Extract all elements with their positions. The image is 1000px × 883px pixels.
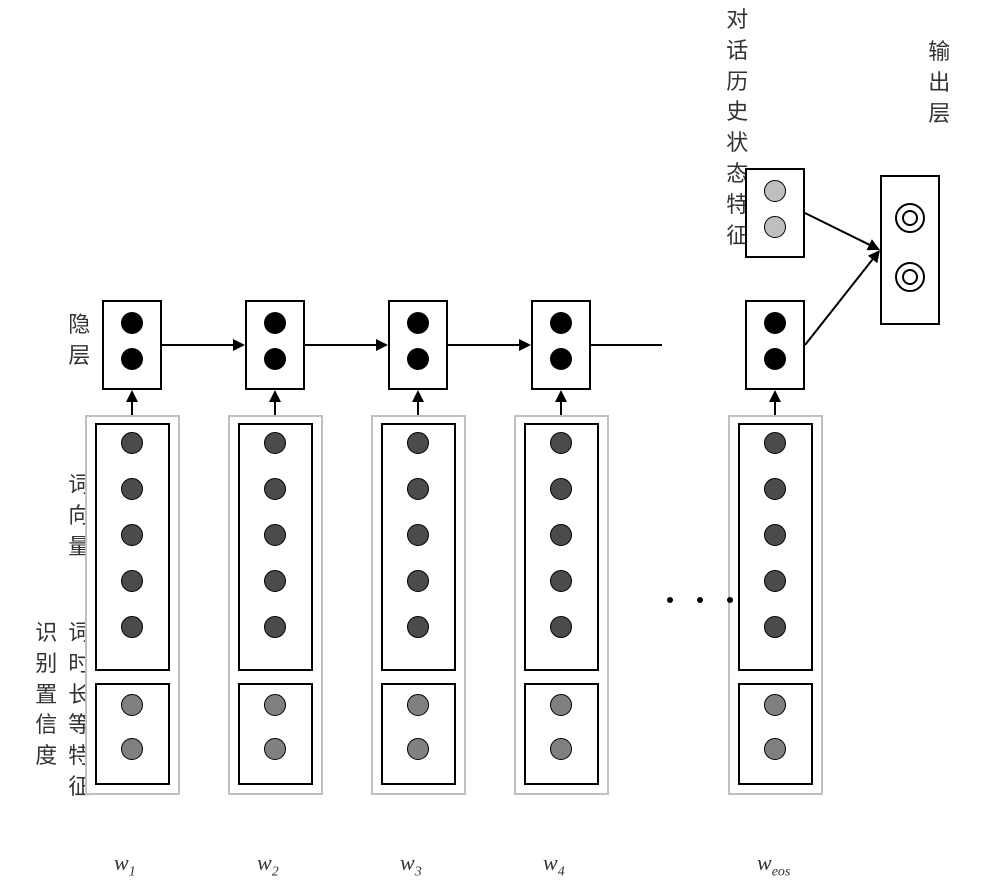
word-vector-node xyxy=(264,570,286,592)
label-output-layer: 输出层 xyxy=(925,37,954,129)
arrow-head xyxy=(269,390,281,402)
timestep-label: w3 xyxy=(400,850,422,880)
word-vector-node xyxy=(550,616,572,638)
arrow-hidden-tail xyxy=(591,344,662,346)
hidden-node xyxy=(121,348,143,370)
arrow-hidden-chain xyxy=(305,344,376,346)
arrow-feature-to-hidden xyxy=(560,402,562,415)
word-vector-node xyxy=(121,432,143,454)
timestep-label: w1 xyxy=(114,850,136,880)
hidden-node xyxy=(407,312,429,334)
arrow-head xyxy=(412,390,424,402)
word-vector-node xyxy=(264,524,286,546)
arrow-feature-to-hidden xyxy=(417,402,419,415)
arrow-head xyxy=(233,339,245,351)
word-vector-node xyxy=(264,432,286,454)
word-vector-node xyxy=(121,570,143,592)
word-vector-node xyxy=(407,524,429,546)
ellipsis-dot xyxy=(667,597,673,603)
extra-feature-node xyxy=(121,738,143,760)
arrow-head xyxy=(126,390,138,402)
hidden-node xyxy=(264,312,286,334)
word-vector-node xyxy=(407,432,429,454)
word-vector-node xyxy=(121,616,143,638)
arrow-feature-to-hidden xyxy=(774,402,776,415)
extra-feature-node xyxy=(764,738,786,760)
word-vector-node xyxy=(264,478,286,500)
extra-feature-node xyxy=(121,694,143,716)
word-vector-node xyxy=(764,432,786,454)
word-vector-node xyxy=(121,478,143,500)
hidden-node xyxy=(764,348,786,370)
hidden-node xyxy=(264,348,286,370)
timestep-label: w2 xyxy=(257,850,279,880)
extra-feature-node xyxy=(764,694,786,716)
arrow-head xyxy=(769,390,781,402)
arrow-hidden-chain xyxy=(162,344,233,346)
hidden-node xyxy=(121,312,143,334)
output-box xyxy=(880,175,940,325)
word-vector-node xyxy=(264,616,286,638)
arrow-feature-to-hidden xyxy=(274,402,276,415)
arrow-feature-to-hidden xyxy=(131,402,133,415)
extra-feature-node xyxy=(407,738,429,760)
dialog-history-node xyxy=(764,180,786,202)
extra-feature-node xyxy=(264,694,286,716)
ellipsis-dot xyxy=(727,597,733,603)
extra-feature-node xyxy=(407,694,429,716)
extra-feature-node xyxy=(550,738,572,760)
hidden-node xyxy=(550,348,572,370)
hidden-node xyxy=(550,312,572,334)
arrow-head xyxy=(519,339,531,351)
hidden-node xyxy=(407,348,429,370)
output-node-inner xyxy=(902,269,918,285)
word-vector-node xyxy=(407,616,429,638)
arrow-head xyxy=(376,339,388,351)
arrow-hidden-chain xyxy=(448,344,519,346)
word-vector-node xyxy=(764,616,786,638)
arrow-head xyxy=(555,390,567,402)
word-vector-node xyxy=(121,524,143,546)
word-vector-node xyxy=(764,524,786,546)
output-node-inner xyxy=(902,210,918,226)
timestep-label: weos xyxy=(757,850,790,880)
label-hidden-layer: 隐层 xyxy=(65,310,94,372)
extra-feature-node xyxy=(550,694,572,716)
word-vector-node xyxy=(407,570,429,592)
ellipsis-dot xyxy=(697,597,703,603)
diagram-canvas: 隐层词向量词时长等特征识别置信度对话历史状态特征输出层w1w2w3w4weos xyxy=(0,0,1000,883)
hidden-node xyxy=(764,312,786,334)
dialog-history-node xyxy=(764,216,786,238)
word-vector-node xyxy=(550,524,572,546)
word-vector-node xyxy=(550,432,572,454)
word-vector-node xyxy=(407,478,429,500)
extra-feature-node xyxy=(264,738,286,760)
word-vector-node xyxy=(764,478,786,500)
word-vector-node xyxy=(550,570,572,592)
timestep-label: w4 xyxy=(543,850,565,880)
word-vector-node xyxy=(550,478,572,500)
arrow-history-to-output xyxy=(0,0,1,1)
word-vector-node xyxy=(764,570,786,592)
label-recognition-confidence: 识别置信度 xyxy=(32,618,61,772)
